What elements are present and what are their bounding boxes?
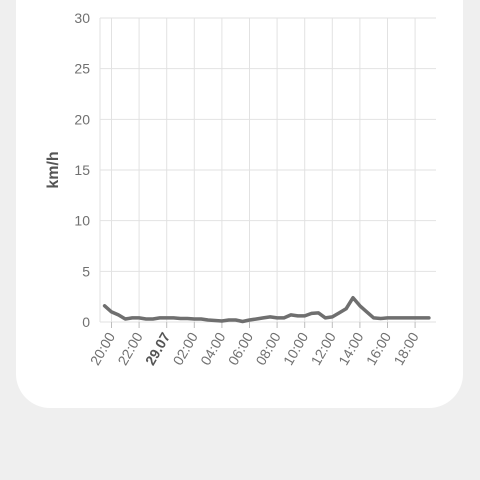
- x-tick-label: 06:00: [225, 329, 256, 368]
- y-tick-label: 10: [74, 213, 90, 229]
- x-tick-label: 14:00: [335, 329, 366, 368]
- x-tick-label: 02:00: [170, 329, 201, 368]
- x-tick-label: 18:00: [390, 329, 421, 368]
- x-tick-label: 29.07: [142, 329, 173, 368]
- x-tick-label: 04:00: [197, 329, 228, 368]
- y-tick-label: 15: [74, 162, 90, 178]
- y-tick-label: 25: [74, 61, 90, 77]
- y-tick-label: 20: [74, 111, 90, 127]
- speed-series-line: [102, 295, 431, 324]
- y-tick-label: 30: [74, 10, 90, 26]
- y-tick-label: 5: [82, 263, 90, 279]
- y-axis-label: km/h: [45, 151, 62, 188]
- x-tick-label: 20:00: [87, 329, 118, 368]
- x-tick-label: 08:00: [252, 329, 283, 368]
- x-tick-label: 22:00: [114, 329, 145, 368]
- x-tick-label: 10:00: [280, 329, 311, 368]
- y-tick-label: 0: [82, 314, 90, 330]
- chart-card: [16, 0, 463, 408]
- x-tick-label: 16:00: [363, 329, 394, 368]
- x-tick-label: 12:00: [308, 329, 339, 368]
